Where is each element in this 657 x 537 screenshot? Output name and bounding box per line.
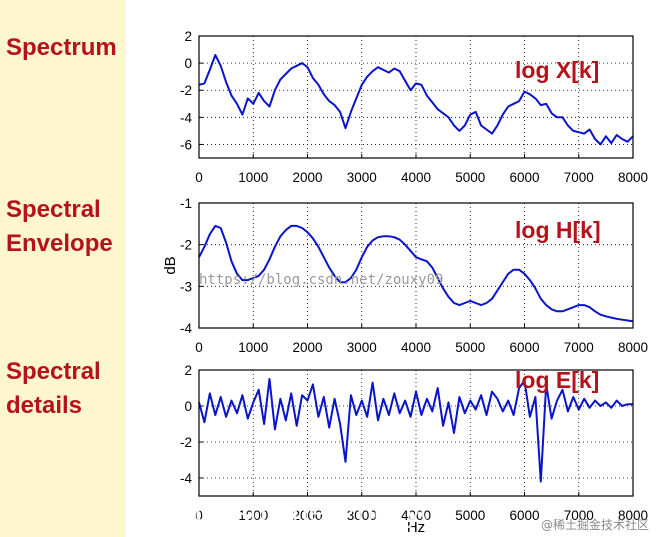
y-tick-label: -4	[180, 110, 192, 125]
x-tick-label: 7000	[564, 170, 594, 185]
spectral-envelope-label-line1: Spectral	[6, 196, 101, 223]
row-label-panel: Spectrum Spectral Envelope Spectral deta…	[0, 0, 125, 537]
panel-label: log E[k]	[515, 367, 599, 393]
panel-3: 0 1000 2000 3000 4000 5000 6000 7000 8000 2 0 -2 -4 l…	[180, 363, 648, 536]
y-tick-label: -2	[180, 83, 192, 98]
y-tick-label: 2	[184, 363, 192, 378]
x-tick-label: 4000	[401, 170, 431, 185]
x-tick-label: 3000	[347, 340, 377, 355]
series-line	[198, 224, 634, 323]
x-tick-label: 2000	[292, 508, 322, 523]
series-line	[198, 378, 633, 483]
panel-label: log H[k]	[515, 217, 601, 243]
x-tick-label: 5000	[455, 340, 485, 355]
y-tick-label: 0	[184, 56, 192, 71]
x-tick-label: 0	[195, 508, 203, 523]
x-tick-label: 7000	[564, 340, 594, 355]
y-tick-label: -6	[180, 137, 192, 152]
x-tick-label: 8000	[618, 508, 648, 523]
x-tick-label: 8000	[618, 170, 648, 185]
spectral-envelope-label-line2: Envelope	[6, 230, 113, 257]
x-tick-label: 5000	[455, 170, 485, 185]
x-tick-label: 7000	[564, 508, 594, 523]
y-tick-label: -1	[180, 196, 192, 211]
spectrum-label: Spectrum	[6, 34, 117, 61]
x-axis-label: Hz	[407, 519, 425, 536]
chart-svg: 0 1000 2000 3000 4000 5000 6000 7000 800020-2-4-…	[125, 29, 648, 536]
x-tick-label: 1000	[238, 508, 268, 523]
x-tick-label: 6000	[509, 340, 539, 355]
credit-watermark: @稀土掘金技术社区	[540, 518, 649, 532]
x-tick-label: 5000	[455, 508, 485, 523]
y-tick-label: -4	[180, 471, 192, 486]
panel-label: log X[k]	[515, 57, 599, 83]
series-line	[198, 54, 634, 146]
x-tick-label: 3000	[347, 170, 377, 185]
x-tick-label: 6000	[509, 170, 539, 185]
x-tick-label: 0	[195, 340, 203, 355]
watermark-url: https://blog.csdn.net/zouxy09	[199, 272, 443, 288]
x-tick-label: 1000	[238, 340, 268, 355]
x-tick-label: 4000	[401, 340, 431, 355]
y-tick-label: 0	[184, 399, 192, 414]
spectral-details-label-line2: details	[6, 392, 83, 419]
y-tick-label: -2	[180, 238, 192, 253]
x-tick-label: 8000	[618, 340, 648, 355]
x-tick-label: 6000	[509, 508, 539, 523]
x-tick-label: 2000	[292, 170, 322, 185]
x-tick-label: 0	[195, 170, 203, 185]
spectrum-decomposition-chart: 0 1000 2000 3000 4000 5000 6000 7000 8000 2 0 -2 -4-…	[125, 0, 657, 537]
y-tick-label: -4	[180, 321, 192, 336]
x-tick-label: 4000	[401, 508, 431, 523]
panel-2: 0 1000 2000 3000 4000 5000 6000 7000 8000 -1 -2 -3 -…	[162, 196, 648, 355]
spectral-details-label-line1: Spectral	[6, 358, 101, 385]
x-tick-label: 2000	[292, 340, 322, 355]
y-tick-label: -2	[180, 435, 192, 450]
watermark-bottom: https://blog.csdn.net/zouxy09	[125, 496, 454, 529]
x-tick-label: 3000	[347, 508, 377, 523]
y-axis-label: dB	[162, 256, 179, 274]
x-tick-label: 1000	[238, 170, 268, 185]
y-tick-label: -3	[180, 279, 192, 294]
panel-1: 0 1000 2000 3000 4000 5000 6000 7000 8000 2 0 -2 -4 -…	[180, 29, 648, 185]
y-tick-label: 2	[184, 29, 192, 44]
